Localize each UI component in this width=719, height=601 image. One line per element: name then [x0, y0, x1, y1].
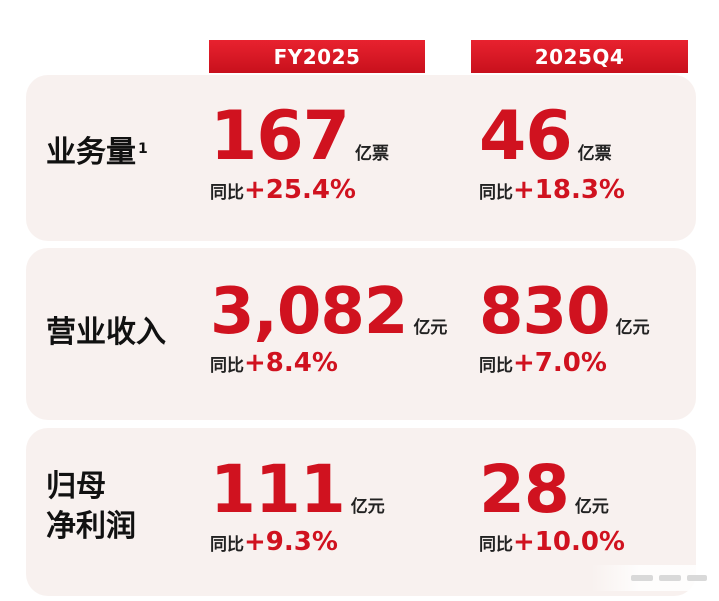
metric-value: 111 [210, 451, 346, 528]
q4-revenue: 830 亿元 同比+7.0% [479, 280, 650, 378]
row-panel-revenue [26, 248, 696, 420]
metric-unit: 亿元 [574, 497, 609, 517]
metric-value: 830 [479, 275, 611, 349]
footnote-marker: 1 [138, 141, 148, 157]
fy-revenue: 3,082 亿元 同比+8.4% [210, 280, 447, 378]
metric-value: 3,082 [210, 275, 408, 349]
metric-value: 167 [210, 97, 350, 176]
metric-unit: 亿元 [350, 497, 385, 517]
yoy-label: 同比 [479, 356, 513, 376]
row-label-net-profit: 归母 净利润 [46, 469, 136, 544]
column-header-fy2025: FY2025 [209, 40, 425, 73]
q4-business-volume: 46 亿票 同比+18.3% [479, 97, 625, 206]
watermark-mark [687, 575, 707, 581]
row-label-business-volume: 业务量 1 [46, 135, 148, 170]
metric-unit: 亿票 [577, 144, 612, 164]
yoy-label: 同比 [210, 535, 244, 555]
row-label-revenue: 营业收入 [46, 315, 166, 350]
yoy-value: +9.3% [244, 527, 338, 557]
metric-value: 28 [479, 451, 570, 528]
yoy-value: +7.0% [513, 348, 607, 378]
metric-value: 46 [479, 97, 573, 176]
yoy-value: +25.4% [244, 175, 356, 205]
row-panel-net-profit [26, 428, 696, 596]
yoy-value: +8.4% [244, 348, 338, 378]
yoy-label: 同比 [210, 356, 244, 376]
q4-net-profit: 28 亿元 同比+10.0% [479, 451, 625, 558]
metric-unit: 亿票 [354, 144, 389, 164]
yoy-value: +10.0% [513, 527, 625, 557]
metric-unit: 亿元 [413, 318, 448, 338]
yoy-label: 同比 [479, 535, 513, 555]
watermark-overlay [591, 565, 711, 591]
yoy-label: 同比 [210, 183, 244, 203]
watermark-mark [659, 575, 681, 581]
watermark-mark [631, 575, 653, 581]
column-header-2025q4: 2025Q4 [471, 40, 688, 73]
yoy-label: 同比 [479, 183, 513, 203]
row-panel-business-volume [26, 75, 696, 241]
fy-business-volume: 167 亿票 同比+25.4% [210, 97, 389, 206]
fy-net-profit: 111 亿元 同比+9.3% [210, 451, 385, 558]
yoy-value: +18.3% [513, 175, 625, 205]
metric-unit: 亿元 [615, 318, 650, 338]
